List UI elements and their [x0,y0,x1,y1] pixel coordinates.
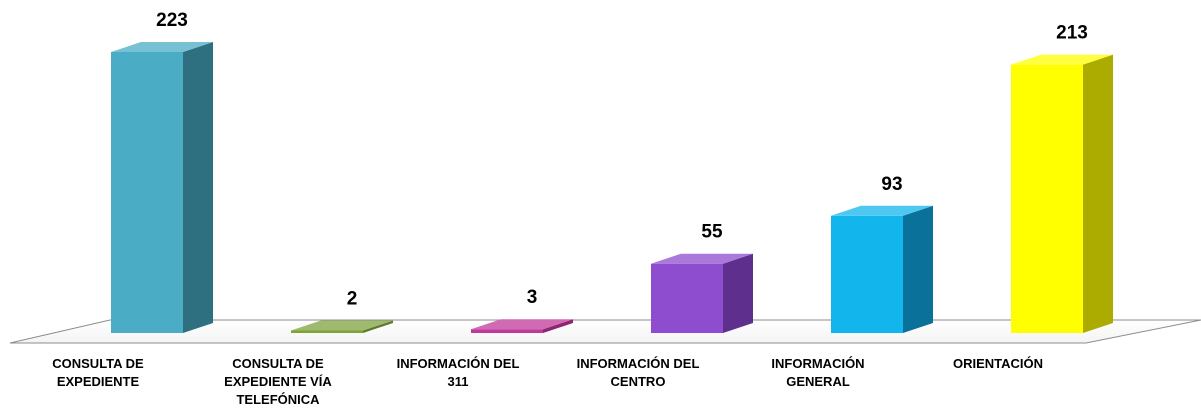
value-label-2: 2 [347,288,358,309]
category-label-2: CONSULTA DE EXPEDIENTE VÍA TELEFÓNICA [224,356,332,407]
bar-top-4 [651,253,753,264]
bar-side-6 [1083,54,1113,334]
value-label-3: 3 [527,287,538,308]
bar-top-6 [1011,54,1113,65]
bar-1 [111,52,183,333]
bar-side-3 [543,319,573,333]
bar-top-3 [471,319,573,330]
bar-top-5 [831,205,933,216]
category-label-1: CONSULTA DE EXPEDIENTE [52,356,144,389]
bar-top-2 [291,320,393,331]
value-label-1: 223 [156,10,188,31]
bar-side-5 [903,205,933,333]
value-label-5: 93 [881,174,902,195]
bar-side-4 [723,253,753,333]
category-label-3: INFORMACIÓN DEL 311 [397,356,520,389]
bar-4 [651,263,723,333]
bar-top-1 [111,42,213,52]
bar-5 [831,215,903,333]
value-label-6: 213 [1056,23,1088,44]
bar-side-2 [363,320,393,333]
bar-side-1 [183,42,213,333]
category-label-6: ORIENTACIÓN [953,356,1043,371]
value-label-4: 55 [701,222,723,243]
bar-2 [291,330,363,333]
bar-3 [471,329,543,333]
bar-6 [1011,64,1083,334]
category-label-4: INFORMACIÓN DEL CENTRO [577,356,700,389]
category-label-5: INFORMACIÓN GENERAL [771,356,864,389]
